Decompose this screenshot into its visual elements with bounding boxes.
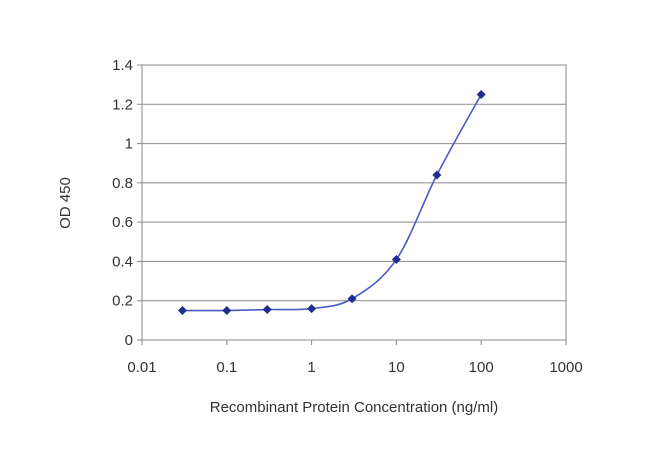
data-point	[391, 254, 401, 264]
data-point	[177, 306, 187, 316]
y-tick-labels: 0 0.2 0.4 0.6 0.8 1 1.2 1.4	[112, 57, 133, 349]
y-tick-label: 0.2	[112, 293, 133, 310]
x-tick-label: 100	[469, 359, 494, 376]
data-point	[432, 170, 442, 180]
y-tick-label: 1.2	[112, 96, 133, 113]
x-axis-title: Recombinant Protein Concentration (ng/ml…	[210, 399, 498, 416]
y-tick-label: 0.6	[112, 214, 133, 231]
plot-area	[141, 64, 567, 341]
data-point	[347, 294, 357, 304]
data-point	[476, 89, 486, 99]
series	[177, 89, 486, 316]
y-tick-label: 0.4	[112, 253, 133, 270]
x-tick-label: 10	[388, 359, 405, 376]
data-point	[222, 306, 232, 316]
data-point	[262, 305, 272, 315]
x-tick-label: 1000	[549, 359, 582, 376]
axes	[137, 64, 567, 345]
x-tick-labels: 0.01 0.1 1 10 100 1000	[127, 359, 582, 376]
y-tick-label: 0.8	[112, 175, 133, 192]
x-tick-label: 0.1	[216, 359, 237, 376]
x-tick-label: 1	[307, 359, 315, 376]
y-tick-label: 0	[125, 332, 133, 349]
grid-lines	[142, 64, 566, 302]
y-axis-title: OD 450	[57, 177, 74, 229]
y-tick-label: 1.4	[112, 57, 133, 74]
x-tick-label: 0.01	[127, 359, 156, 376]
y-tick-label: 1	[125, 136, 133, 153]
data-point	[307, 304, 317, 314]
